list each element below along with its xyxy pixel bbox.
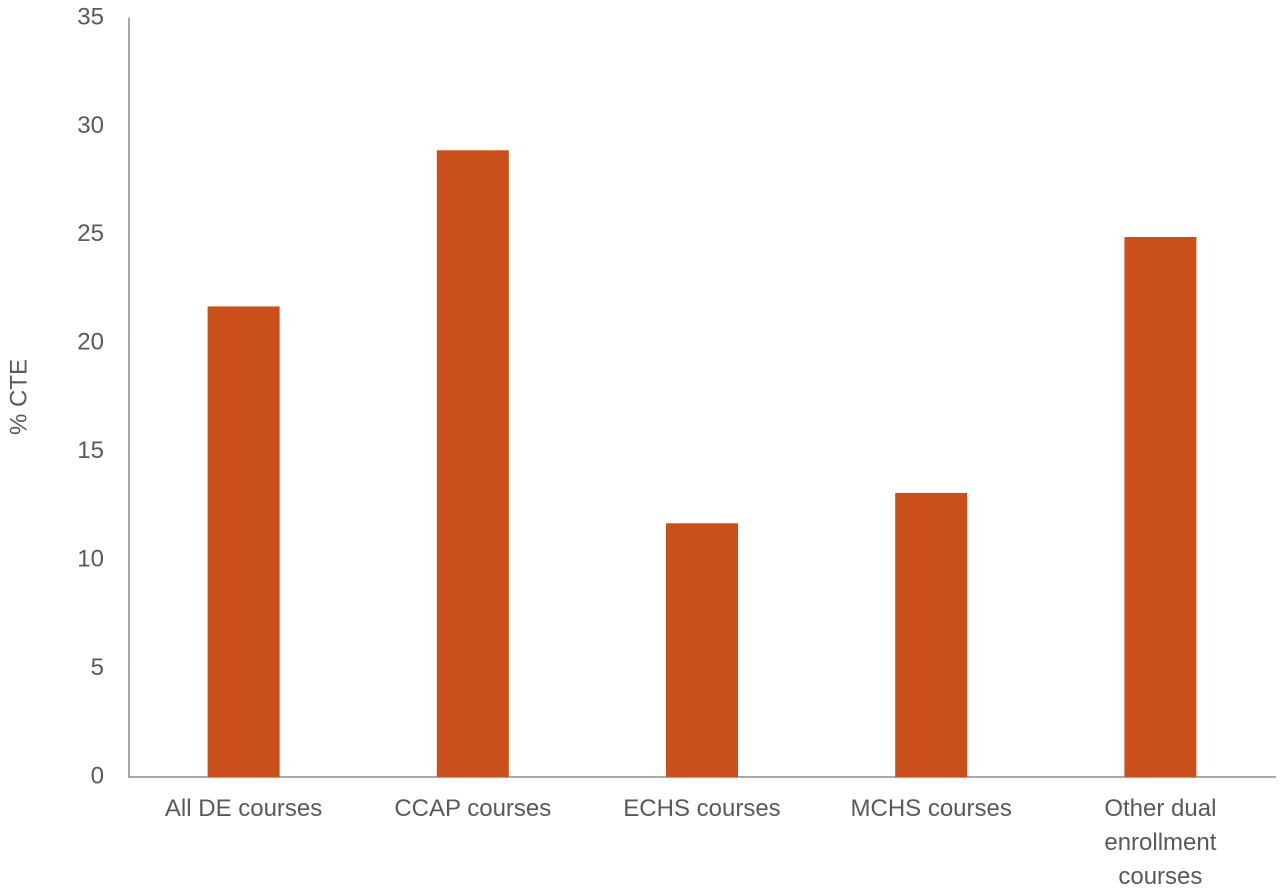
- x-tick-label: Other dual enrollment courses: [1104, 795, 1217, 890]
- x-tick-label: All DE courses: [164, 795, 323, 822]
- y-tick-label: 20: [77, 329, 104, 356]
- y-tick-label: 35: [77, 3, 104, 30]
- y-tick-label: 25: [77, 220, 104, 247]
- bar: [207, 306, 280, 777]
- x-tick-label: MCHS courses: [850, 795, 1012, 822]
- y-tick-label: 5: [91, 654, 104, 681]
- bar: [1124, 237, 1197, 778]
- y-tick-label: 15: [77, 437, 104, 464]
- y-tick-label: 0: [91, 762, 104, 789]
- y-tick-label: 30: [77, 112, 104, 139]
- x-tick-label: ECHS courses: [623, 795, 781, 822]
- y-tick-label: 10: [77, 545, 104, 572]
- bar: [436, 150, 509, 778]
- bar: [666, 523, 738, 777]
- x-tick-label: CCAP courses: [394, 795, 552, 822]
- bar: [895, 492, 968, 777]
- y-axis-title: % CTE: [5, 359, 32, 435]
